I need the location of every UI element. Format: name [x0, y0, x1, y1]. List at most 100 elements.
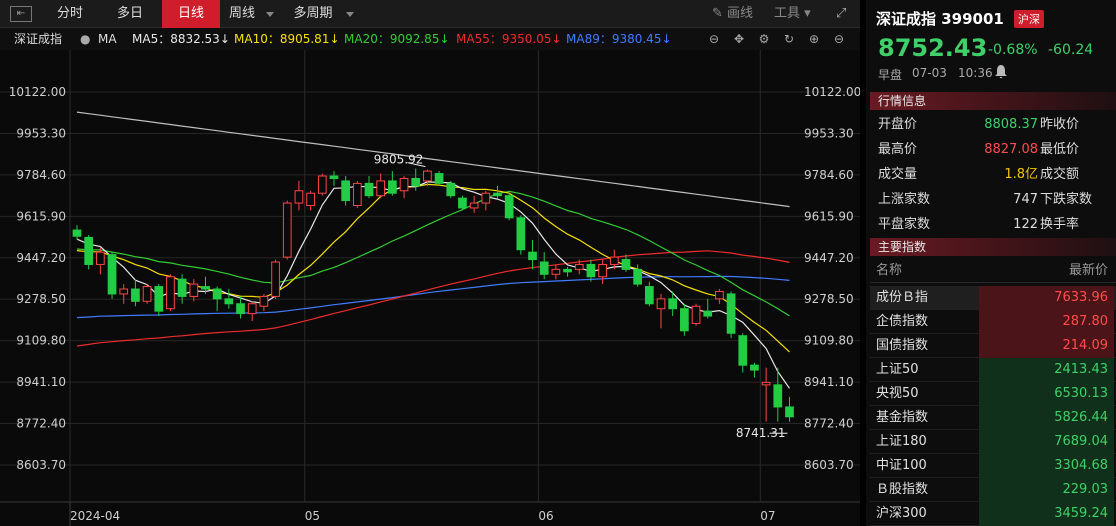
y-tick-label-right: 8941.10	[804, 375, 854, 389]
y-tick-label-right: 10122.00	[804, 85, 860, 99]
move-icon[interactable]: ✥	[733, 32, 745, 46]
index-row[interactable]: 上证50 2413.43	[870, 358, 1116, 382]
info-label-2: 成交额	[1040, 167, 1080, 182]
candle-body	[761, 381, 771, 386]
candle-body	[177, 278, 187, 297]
x-tick-label: 07	[760, 509, 775, 523]
index-row[interactable]: 中证100 3304.68	[870, 454, 1116, 478]
candle-body	[481, 192, 491, 204]
candle-body	[294, 190, 304, 204]
tab-daily[interactable]: 日线	[162, 0, 220, 28]
index-row[interactable]: 国债指数 214.09	[870, 334, 1116, 358]
market-info-header: 行情信息	[870, 92, 1116, 110]
candle-body	[317, 175, 327, 194]
candle-body	[633, 268, 643, 285]
index-price: 3304.68	[979, 454, 1114, 478]
candle-body	[247, 303, 257, 315]
bell-icon[interactable]	[994, 64, 1008, 80]
candle-body	[574, 263, 584, 270]
plus-circle-icon[interactable]: ⊕	[808, 32, 820, 46]
candle-body	[493, 192, 502, 197]
index-name: 中证100	[876, 458, 927, 473]
candle-body	[598, 263, 607, 278]
info-row-advancers: 上涨家数 747 下跌家数	[878, 187, 1114, 212]
market-badge: 沪深	[1014, 10, 1044, 28]
index-row[interactable]: 基金指数 5826.44	[870, 406, 1116, 430]
index-row[interactable]: Ｂ股指数 229.03	[870, 478, 1116, 502]
ma-label[interactable]: MA	[98, 32, 117, 46]
tab-multi-day[interactable]: 多日	[116, 6, 143, 21]
info-label: 开盘价	[878, 117, 918, 132]
info-value: 122	[1013, 217, 1038, 232]
index-title: 深证成指 399001	[876, 10, 1004, 28]
tab-multi-period[interactable]: 多周期	[286, 0, 354, 28]
minus-circle-icon[interactable]: ⊖	[708, 32, 720, 46]
tab-intraday[interactable]: 分时	[56, 6, 83, 21]
index-name: 央视50	[876, 386, 919, 401]
info-label: 最高价	[878, 142, 918, 157]
candle-body	[201, 286, 210, 290]
index-row[interactable]: 沪深300 3459.24	[870, 502, 1116, 526]
y-tick-label-left: 9953.30	[16, 126, 66, 140]
candle-body	[504, 195, 514, 219]
x-tick-label: 05	[305, 509, 320, 523]
info-row-volume: 成交量 1.8亿 成交额	[878, 162, 1114, 187]
info-label: 上涨家数	[878, 192, 931, 207]
candle-body	[119, 288, 129, 295]
draw-line-button[interactable]: ✎ 画线	[712, 0, 753, 28]
index-price: 229.03	[979, 478, 1114, 502]
candle-body	[411, 177, 421, 187]
candle-body	[399, 177, 409, 192]
tools-menu[interactable]: 工具 ▾	[774, 0, 811, 28]
info-row-unchanged: 平盘家数 122 换手率	[878, 212, 1114, 237]
draw-line-label: 画线	[727, 6, 754, 21]
y-tick-label-left: 9109.80	[16, 334, 66, 348]
candle-body	[131, 288, 140, 302]
candle-body	[703, 310, 713, 317]
candle-body	[388, 180, 397, 194]
index-row[interactable]: 上证180 7689.04	[870, 430, 1116, 454]
candle-body	[154, 286, 164, 312]
candle-body	[166, 276, 175, 310]
info-label: 平盘家数	[878, 217, 931, 232]
tab-weekly[interactable]: 周线	[224, 0, 274, 28]
period-toolbar: ⇤ 分时 多日 日线 周线 多周期 ✎ 画线 工具 ▾ ⤢	[0, 0, 860, 28]
candle-body	[644, 286, 654, 305]
candle-body	[364, 182, 374, 197]
info-value: 8827.08	[984, 142, 1038, 157]
index-price: 3459.24	[979, 502, 1114, 526]
gear-icon[interactable]: ⚙	[758, 32, 770, 46]
index-price: 2413.43	[979, 358, 1114, 382]
index-price: 7633.96	[979, 286, 1114, 310]
info-row-high: 最高价 8827.08 最低价	[878, 137, 1114, 162]
index-name: 沪深300	[876, 506, 927, 521]
tools-label: 工具	[774, 6, 801, 21]
info-value: 747	[1013, 192, 1038, 207]
y-tick-label-left: 9615.90	[16, 209, 66, 223]
candlestick-chart[interactable]: 10122.00 10122.00 9953.30 9953.30 9784.60 978…	[0, 50, 860, 526]
candle-body	[423, 170, 432, 182]
candle-body	[691, 305, 701, 324]
index-price: 214.09	[979, 334, 1114, 358]
close-circle-icon[interactable]: ⊖	[833, 32, 845, 46]
index-name-label: 深证成指	[14, 32, 63, 46]
collapse-icon[interactable]: ⇤	[10, 6, 32, 22]
candle-body	[551, 268, 561, 275]
index-row[interactable]: 央视50 6530.13	[870, 382, 1116, 406]
index-row[interactable]: 成份Ｂ指 7633.96	[870, 286, 1116, 310]
fullscreen-icon[interactable]: ⤢	[836, 6, 847, 21]
refresh-icon[interactable]: ↻	[783, 32, 795, 46]
index-row[interactable]: 企债指数 287.80	[870, 310, 1116, 334]
index-name: 国债指数	[876, 338, 929, 353]
y-tick-label-left: 10122.00	[9, 85, 66, 99]
candle-body	[458, 197, 467, 209]
ma89-value: MA89：9380.45↓	[566, 32, 672, 46]
y-tick-label-right: 8603.70	[804, 458, 854, 472]
candle-body	[680, 308, 689, 332]
settings-dot-icon[interactable]: ●	[80, 32, 91, 46]
y-tick-label-right: 9615.90	[804, 209, 854, 223]
index-name: 上证180	[876, 434, 927, 449]
info-label-2: 昨收价	[1040, 117, 1080, 132]
y-tick-label-left: 9447.20	[16, 251, 66, 265]
y-tick-label-right: 8772.40	[804, 417, 854, 431]
